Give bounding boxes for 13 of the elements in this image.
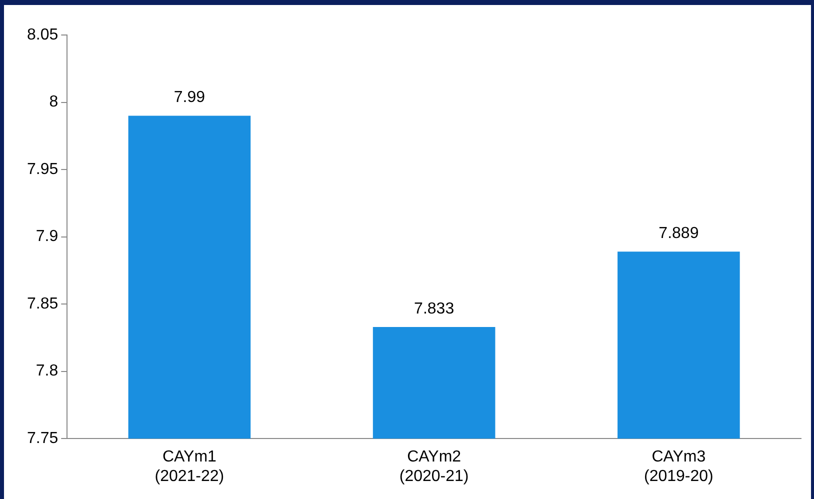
y-tick-label: 7.95 <box>27 160 58 178</box>
data-label: 7.833 <box>414 300 454 318</box>
data-label: 7.99 <box>174 89 206 106</box>
y-tick-label: 7.8 <box>36 362 58 380</box>
data-label: 7.889 <box>658 225 699 242</box>
x-tick-label: CAYm2 (2020-21) <box>399 448 469 485</box>
y-tick-label: 8 <box>49 94 58 111</box>
x-tick-label: CAYm1 (2021-22) <box>154 448 224 485</box>
y-tick-label: 7.85 <box>27 295 58 312</box>
y-tick-label: 8.05 <box>27 26 58 44</box>
y-tick-label: 7.75 <box>27 430 58 448</box>
x-tick-label: CAYm3 (2019-20) <box>644 448 714 485</box>
y-tick-label: 7.9 <box>36 228 58 246</box>
